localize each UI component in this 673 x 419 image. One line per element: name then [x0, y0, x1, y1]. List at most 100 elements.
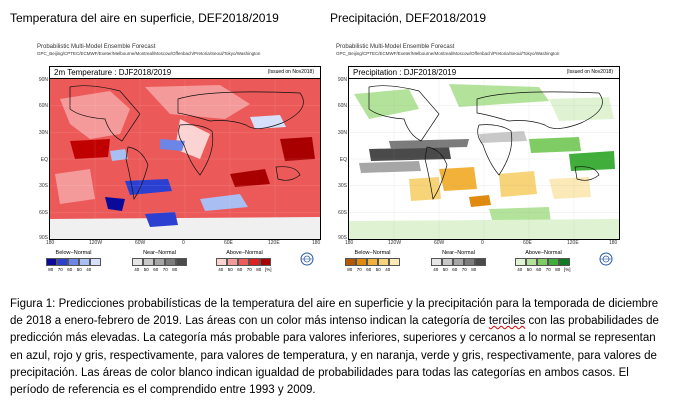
- legend-swatch: [165, 258, 176, 266]
- lon-label: 120E: [567, 240, 579, 246]
- legend-unit: [%]: [563, 267, 573, 272]
- legend-tick: 60: [364, 267, 374, 272]
- legend-unit: [%]: [264, 267, 274, 272]
- legend-title-above: Above−Normal: [515, 250, 572, 256]
- precipitation-probability-map: [349, 79, 619, 239]
- legend-swatch: [249, 258, 260, 266]
- legend-swatch: [389, 258, 400, 266]
- lat-label: 30N: [34, 130, 48, 136]
- legend-swatch: [90, 258, 101, 266]
- legend-swatch: [46, 258, 57, 266]
- legend-tick: 50: [75, 267, 85, 272]
- precipitation-map: Precipitation : DJF2018/2019 (Issued on …: [348, 66, 620, 240]
- legend-tick: 70: [161, 267, 171, 272]
- lat-label: 30N: [333, 130, 347, 136]
- legend-swatch: [154, 258, 165, 266]
- map-title-bar: Precipitation : DJF2018/2019 (Issued on …: [349, 67, 619, 79]
- legend-swatch: [356, 258, 367, 266]
- lon-label: 180: [312, 240, 320, 246]
- legend-swatch: [526, 258, 537, 266]
- issued-note: (Issued on Nov2018): [268, 67, 314, 78]
- legend-swatch: [548, 258, 559, 266]
- caption-underlined-word: terciles: [489, 315, 525, 327]
- temperature-probability-map: [50, 79, 320, 239]
- legend-tick: 80: [469, 267, 479, 272]
- wmo-logo-icon: [300, 252, 314, 266]
- figure-caption: Figura 1: Predicciones probabilísticas d…: [10, 296, 670, 399]
- lon-label: 120W: [388, 240, 401, 246]
- legend-tick: 60: [534, 267, 544, 272]
- lat-label: 60S: [34, 210, 48, 216]
- legend-tick: 50: [525, 267, 535, 272]
- map-title-bar: 2m Temperature : DJF2018/2019 (Issued on…: [50, 67, 320, 79]
- lon-label: 120W: [89, 240, 102, 246]
- legend-tick: 50: [441, 267, 451, 272]
- lon-label: 180: [609, 240, 617, 246]
- lat-label: EQ: [333, 157, 347, 163]
- legend-title-below: Below−Normal: [46, 250, 101, 256]
- right-map-heading: Precipitación, DEF2018/2019: [330, 11, 486, 25]
- legend-tick: 40: [383, 267, 393, 272]
- legend-above-normal: Above−Normal 40 50 60 70 80 [%]: [216, 250, 273, 272]
- legend-swatch: [176, 258, 187, 266]
- legend-swatch: [143, 258, 154, 266]
- left-map-heading: Temperatura del aire en superficie, DEF2…: [10, 11, 279, 25]
- legend-swatch: [57, 258, 68, 266]
- legend-swatch: [260, 258, 271, 266]
- legend-swatch: [238, 258, 249, 266]
- legend-swatch: [132, 258, 143, 266]
- legend-title-above: Above−Normal: [216, 250, 273, 256]
- lat-label: 60N: [34, 103, 48, 109]
- legend-near-normal: Near−Normal 40 50 60 70 80: [431, 250, 486, 272]
- legend-tick: 60: [450, 267, 460, 272]
- lat-label: 60N: [333, 103, 347, 109]
- temperature-legend: Below−Normal 80 70 60 50 40 Near−Normal: [46, 250, 310, 276]
- legend-tick: 80: [553, 267, 563, 272]
- legend-tick: 70: [544, 267, 554, 272]
- legend-tick: 40: [515, 267, 525, 272]
- legend-tick: 60: [235, 267, 245, 272]
- issued-note: (Issued on Nov2018): [567, 67, 613, 78]
- figure-centres-line: GPC_Beijing/CPTEC/ECMWF/Exeter/Melbourne…: [336, 51, 559, 56]
- lon-label: 0: [182, 240, 185, 246]
- map-title: Precipitation : DJF2018/2019: [353, 67, 456, 78]
- legend-swatch: [431, 258, 442, 266]
- lon-label: 60W: [135, 240, 145, 246]
- legend-tick: 40: [132, 267, 142, 272]
- lat-label: 30S: [34, 183, 48, 189]
- legend-title-near: Near−Normal: [431, 250, 486, 256]
- legend-swatch: [464, 258, 475, 266]
- legend-tick: 60: [151, 267, 161, 272]
- lat-label: 90N: [34, 77, 48, 83]
- legend-below-normal: Below−Normal 80 70 60 50 40: [46, 250, 101, 272]
- legend-swatch: [216, 258, 227, 266]
- legend-tick: 40: [431, 267, 441, 272]
- legend-swatch: [227, 258, 238, 266]
- legend-tick: 70: [56, 267, 66, 272]
- legend-below-normal: Below−Normal 80 70 60 50 40: [345, 250, 400, 272]
- legend-swatch: [345, 258, 356, 266]
- lon-label: 60E: [523, 240, 532, 246]
- legend-tick: 50: [142, 267, 152, 272]
- lat-label: 90N: [333, 77, 347, 83]
- legend-swatch: [537, 258, 548, 266]
- precipitation-legend: Below−Normal 80 70 60 50 40 Near−Normal: [345, 250, 609, 276]
- lon-label: 120E: [268, 240, 280, 246]
- legend-swatch: [378, 258, 389, 266]
- precipitation-forecast-figure: Probabilistic Multi-Model Ensemble Forec…: [333, 44, 623, 274]
- legend-tick: 80: [170, 267, 180, 272]
- lat-label: 30S: [333, 183, 347, 189]
- map-title: 2m Temperature : DJF2018/2019: [54, 67, 171, 78]
- figure-centres-line: GPC_Beijing/CPTEC/ECMWF/Exeter/Melbourne…: [37, 51, 260, 56]
- legend-tick: 80: [345, 267, 355, 272]
- lat-label: EQ: [34, 157, 48, 163]
- legend-swatch: [515, 258, 526, 266]
- legend-tick: 40: [216, 267, 226, 272]
- legend-swatch: [475, 258, 486, 266]
- legend-swatch: [442, 258, 453, 266]
- lat-label: 60S: [333, 210, 347, 216]
- legend-tick: 80: [254, 267, 264, 272]
- lon-label: 180: [345, 240, 353, 246]
- legend-title-below: Below−Normal: [345, 250, 400, 256]
- legend-tick: 60: [65, 267, 75, 272]
